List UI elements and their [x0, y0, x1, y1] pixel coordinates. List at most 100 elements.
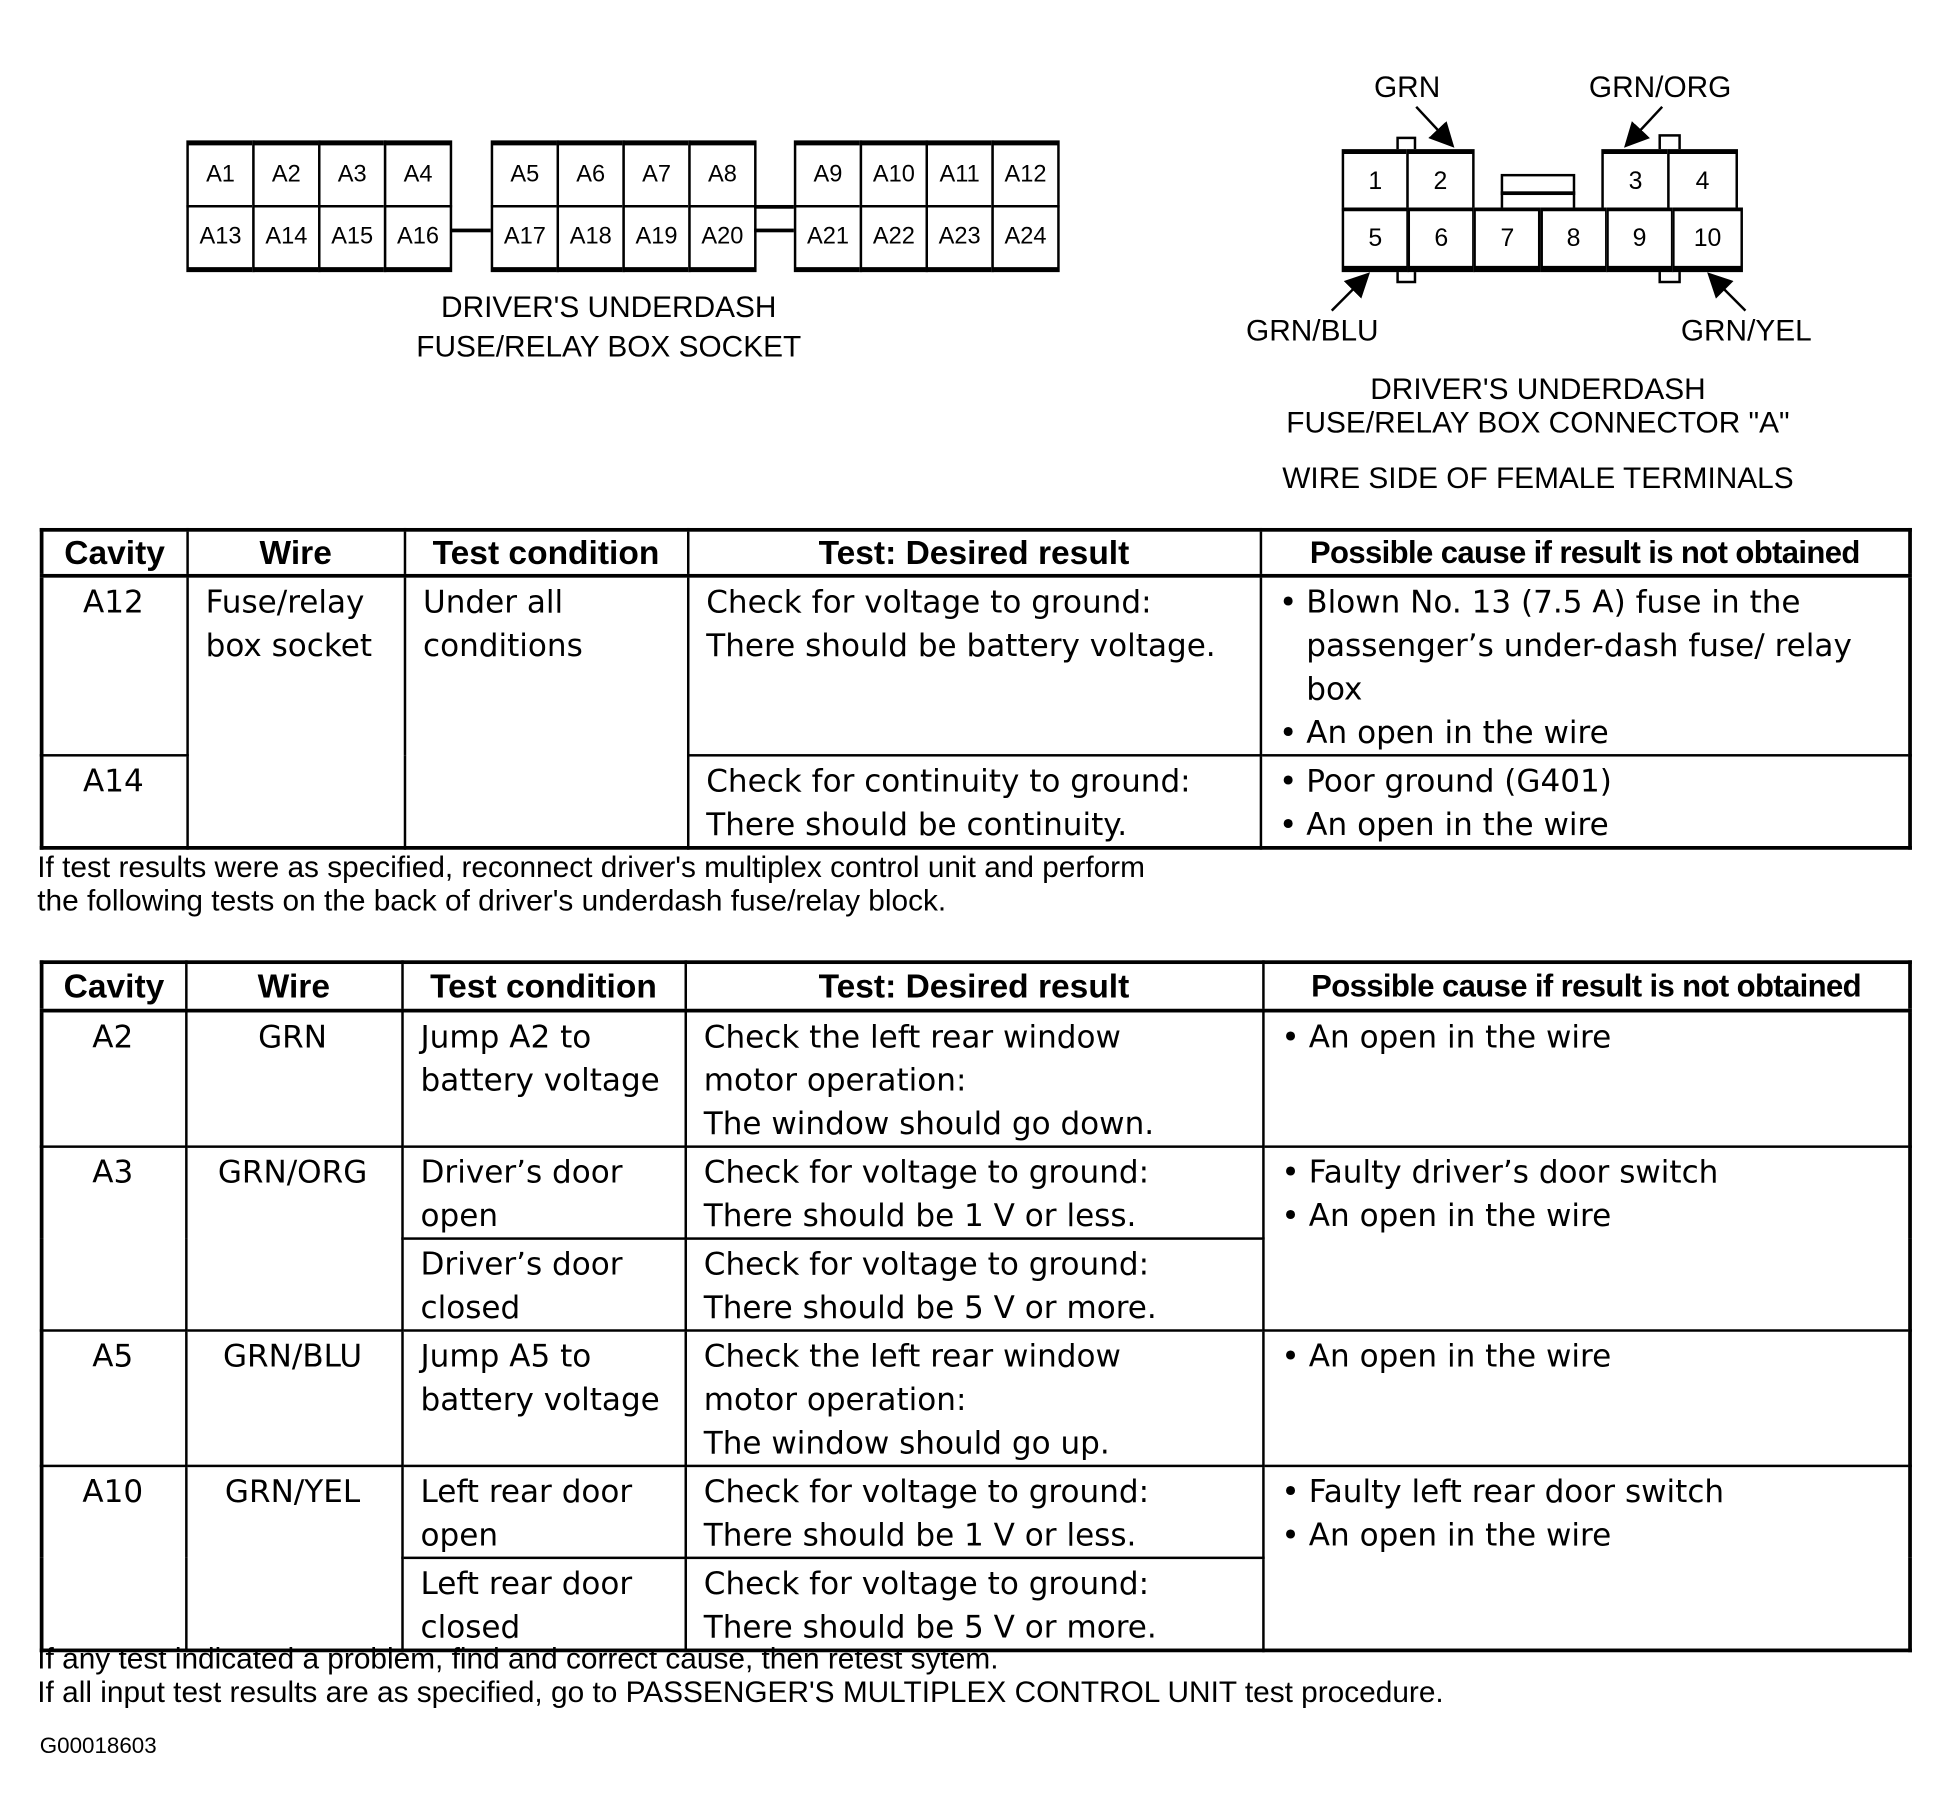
result-cell: Check for voltage to ground: There should…: [683, 1556, 1265, 1652]
header-test-condition: Test condition: [403, 528, 689, 578]
cavity-cell: A3: [40, 1145, 187, 1332]
socket-cavity: A24: [991, 204, 1060, 273]
socket-cavity: A19: [622, 204, 691, 273]
condition-cell: Left rear door open: [400, 1464, 687, 1560]
socket-caption-line2: FUSE/RELAY BOX SOCKET: [416, 330, 802, 364]
result-line: motor operation:: [703, 1381, 967, 1418]
socket-cavity: A22: [859, 204, 928, 273]
wire-cell: GRN/ORG: [184, 1145, 404, 1332]
table-row: Left rear door closed Check for voltage t…: [42, 1556, 1910, 1652]
wire-cell: GRN/BLU: [184, 1329, 404, 1468]
result-line: Check the left rear window: [703, 1018, 1121, 1055]
wire-label-grn-org: GRN/ORG: [1588, 70, 1732, 105]
result-cell: Check for continuity to ground: There sho…: [686, 754, 1262, 850]
connector-terminal: 5: [1341, 207, 1409, 273]
wire-arrows: [1330, 105, 1747, 312]
wire-cell: GRN: [184, 1009, 404, 1148]
result-line: There should be 1 V or less.: [703, 1197, 1137, 1234]
result-line: There should be battery voltage.: [706, 627, 1216, 664]
result-line: Check for voltage to ground:: [703, 1473, 1150, 1510]
result-cell: Check for voltage to ground: There should…: [683, 1464, 1265, 1560]
result-line: The window should go up.: [703, 1424, 1110, 1461]
table-row: A14 Check for continuity to ground: There…: [40, 754, 1912, 850]
grn-org-arrow-icon: [1624, 105, 1664, 148]
result-line: Check for voltage to ground:: [703, 1565, 1150, 1602]
cause-item: Poor ground (G401): [1279, 759, 1901, 802]
connector-terminal: 3: [1601, 149, 1670, 212]
result-line: The window should go down.: [703, 1105, 1155, 1142]
condition-cell: Driver’s door closed: [400, 1237, 687, 1332]
note-2-line1: If any test indicated a problem, find an…: [37, 1642, 999, 1676]
cavity-cell: A10: [40, 1464, 187, 1652]
condition-line: Under all: [423, 583, 564, 620]
connector-terminal: 6: [1407, 207, 1475, 273]
socket-cavity: A5: [490, 140, 560, 208]
result-line: There should be 1 V or less.: [703, 1516, 1137, 1553]
result-line: There should be 5 V or more.: [703, 1289, 1157, 1326]
socket-cavity: A15: [318, 204, 387, 273]
wire-cell: GRN/YEL: [184, 1464, 404, 1652]
table-row: Driver’s door closed Check for voltage to…: [42, 1237, 1910, 1332]
table-row: A12 Fuse/relay box socket Under all condit…: [40, 574, 1912, 850]
table-row: A5 GRN/BLU Jump A5 to battery voltage Check…: [40, 1329, 1912, 1468]
table-row: A2 GRN Jump A2 to battery voltage Check the…: [40, 1009, 1912, 1148]
condition-cell: Jump A2 to battery voltage: [400, 1009, 687, 1148]
connector-latch: [1500, 191, 1576, 196]
connector-caption-line1: DRIVER'S UNDERDASH: [1370, 372, 1706, 407]
condition-cell: Under all conditions: [403, 574, 689, 850]
header-desired-result: Test: Desired result: [683, 960, 1265, 1012]
socket-link: [754, 228, 794, 233]
note-2-line2: If all input test results are as specifi…: [37, 1675, 1444, 1710]
cause-cell: Poor ground (G401)An open in the wire: [1259, 754, 1912, 850]
socket-cavity: A13: [186, 204, 255, 273]
cavity-cell: A2: [40, 1009, 187, 1148]
socket-cavity: A21: [793, 204, 863, 273]
socket-cavity: A14: [252, 204, 321, 273]
header-desired-result: Test: Desired result: [686, 528, 1262, 578]
socket-cavity: A9: [793, 140, 863, 208]
result-line: Check the left rear window: [703, 1337, 1121, 1374]
socket-cavity: A4: [383, 140, 453, 208]
result-cell: Check for voltage to ground: There should…: [683, 1237, 1265, 1332]
cause-cell: An open in the wire: [1261, 1329, 1912, 1468]
header-cavity: Cavity: [40, 528, 189, 578]
cause-cell: Faulty left rear door switchAn open in t…: [1261, 1464, 1912, 1652]
result-cell: Check the left rear window motor operatio…: [683, 1329, 1265, 1468]
cause-cell: Faulty driver’s door switchAn open in th…: [1261, 1145, 1912, 1332]
connector-terminal: 8: [1539, 207, 1608, 273]
header-test-condition: Test condition: [400, 960, 687, 1012]
socket-link: [450, 228, 491, 233]
cause-item: An open in the wire: [1281, 1015, 1900, 1058]
cause-item: Faulty left rear door switch: [1281, 1470, 1900, 1513]
header-possible-cause: Possible cause if result is not obtained: [1261, 960, 1912, 1012]
header-wire: Wire: [185, 528, 406, 578]
note-1-line1: If test results were as specified, recon…: [37, 850, 1145, 885]
figure-id: G00018603: [39, 1733, 157, 1758]
wire-label-grn-yel: GRN/YEL: [1680, 314, 1812, 348]
header-possible-cause: Possible cause if result is not obtained: [1259, 528, 1912, 578]
connector-caption-line3: WIRE SIDE OF FEMALE TERMINALS: [1282, 462, 1794, 496]
socket-caption-line1: DRIVER'S UNDERDASH: [441, 290, 777, 325]
result-cell: Check the left rear window motor operatio…: [683, 1009, 1265, 1148]
cause-item: An open in the wire: [1281, 1513, 1900, 1556]
table-header-row: Cavity Wire Test condition Test: Desired…: [40, 960, 1912, 1012]
condition-line: conditions: [423, 627, 583, 664]
cavity-cell: A14: [40, 754, 189, 850]
cause-item: An open in the wire: [1279, 711, 1901, 754]
header-cavity: Cavity: [40, 960, 187, 1012]
grn-yel-arrow-icon: [1707, 272, 1747, 312]
socket-cavity: A23: [925, 204, 994, 273]
result-line: Check for voltage to ground:: [706, 583, 1152, 620]
socket-cavity: A17: [490, 204, 560, 273]
grn-blu-arrow-icon: [1330, 272, 1371, 312]
cause-item: An open in the wire: [1279, 803, 1901, 846]
table-header-row: Cavity Wire Test condition Test: Desired…: [40, 528, 1912, 578]
cause-item: Faulty driver’s door switch: [1281, 1150, 1900, 1193]
cavity-cell: A12: [40, 574, 189, 757]
cause-item: An open in the wire: [1281, 1194, 1900, 1237]
socket-cavity: A1: [186, 140, 255, 208]
note-1-line2: the following tests on the back of drive…: [37, 884, 947, 919]
condition-cell: Left rear door closed: [400, 1556, 687, 1652]
table-row: A10 GRN/YEL Left rear door open Check for v…: [40, 1464, 1912, 1652]
wire-cell: Fuse/relay box socket: [185, 574, 406, 850]
